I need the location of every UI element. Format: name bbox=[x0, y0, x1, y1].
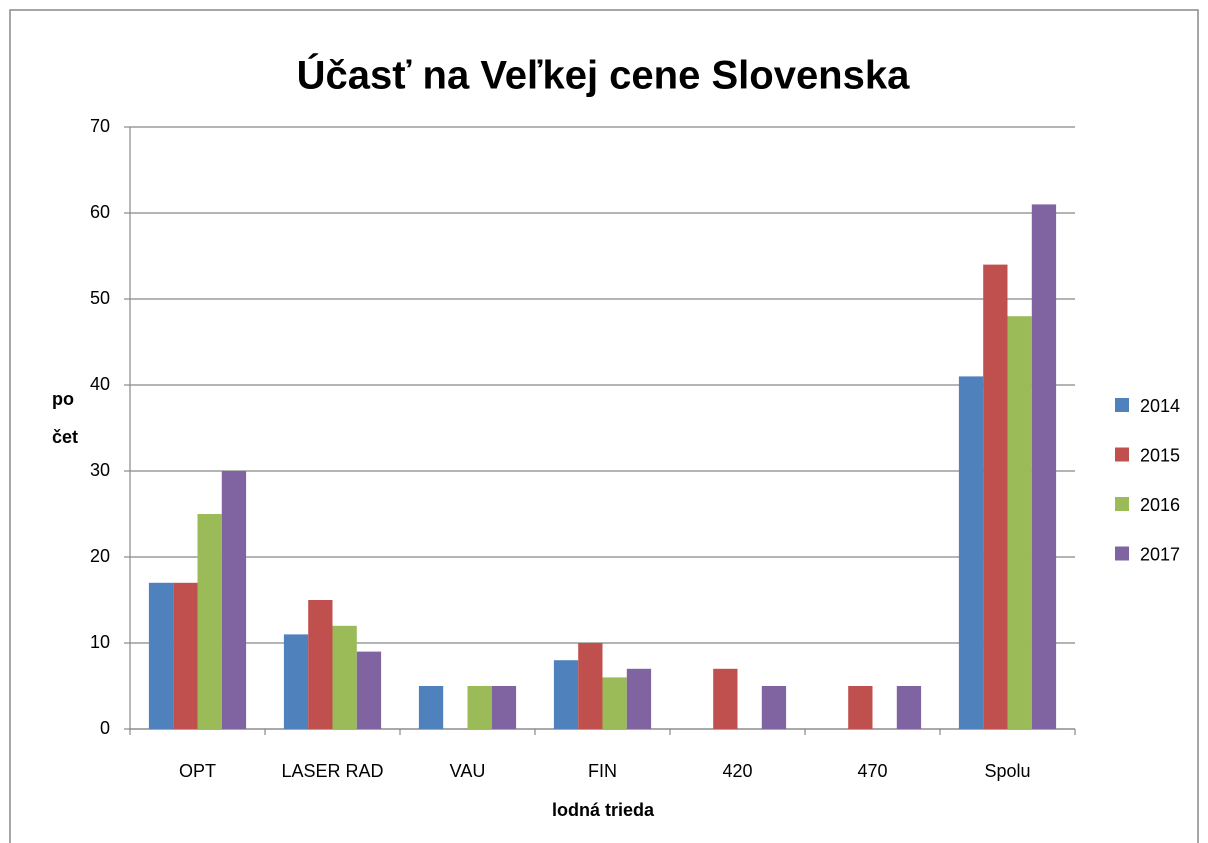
bar bbox=[221, 471, 247, 729]
bar bbox=[283, 634, 309, 729]
legend-swatch bbox=[1115, 447, 1129, 462]
x-axis-title: lodná trieda bbox=[552, 800, 655, 820]
y-tick-label: 10 bbox=[90, 632, 110, 652]
legend-swatch bbox=[1115, 398, 1129, 412]
x-tick-label: 470 bbox=[857, 761, 887, 781]
legend-swatch bbox=[1115, 497, 1129, 511]
bar bbox=[1031, 204, 1057, 729]
bar bbox=[148, 582, 174, 729]
x-tick-label: 420 bbox=[722, 761, 752, 781]
y-tick-label: 40 bbox=[90, 374, 110, 394]
chart-title: Účasť na Veľkej cene Slovenska bbox=[297, 52, 910, 98]
y-axis-title: počet bbox=[52, 389, 79, 447]
bar bbox=[958, 376, 984, 729]
bar bbox=[713, 668, 738, 729]
x-tick-label: FIN bbox=[588, 761, 617, 781]
x-tick-label: VAU bbox=[450, 761, 486, 781]
bar bbox=[308, 600, 333, 729]
bar bbox=[173, 582, 198, 729]
bar bbox=[467, 686, 492, 729]
bar bbox=[983, 264, 1008, 729]
bar bbox=[761, 686, 787, 729]
bar bbox=[553, 660, 579, 729]
chart-frame bbox=[9, 9, 1199, 843]
legend-label: 2016 bbox=[1140, 495, 1180, 515]
bar bbox=[1007, 316, 1032, 729]
x-tick-label: OPT bbox=[179, 761, 216, 781]
bar bbox=[332, 625, 357, 729]
bar bbox=[491, 686, 517, 729]
y-tick-label: 0 bbox=[100, 718, 110, 738]
x-tick-label: Spolu bbox=[984, 761, 1030, 781]
bar bbox=[626, 668, 652, 729]
legend-label: 2014 bbox=[1140, 396, 1180, 416]
y-tick-label: 70 bbox=[90, 116, 110, 136]
bar bbox=[418, 686, 444, 729]
bar bbox=[602, 677, 627, 729]
bar bbox=[197, 514, 222, 729]
y-tick-label: 50 bbox=[90, 288, 110, 308]
bar bbox=[356, 651, 382, 729]
bar bbox=[578, 643, 603, 729]
y-tick-label: 60 bbox=[90, 202, 110, 222]
x-tick-label: LASER RAD bbox=[281, 761, 383, 781]
y-tick-label: 30 bbox=[90, 460, 110, 480]
legend-label: 2017 bbox=[1140, 544, 1180, 564]
legend-label: 2015 bbox=[1140, 445, 1180, 465]
bar bbox=[896, 686, 922, 729]
y-tick-label: 20 bbox=[90, 546, 110, 566]
legend-swatch bbox=[1115, 546, 1129, 561]
bar bbox=[848, 686, 873, 729]
